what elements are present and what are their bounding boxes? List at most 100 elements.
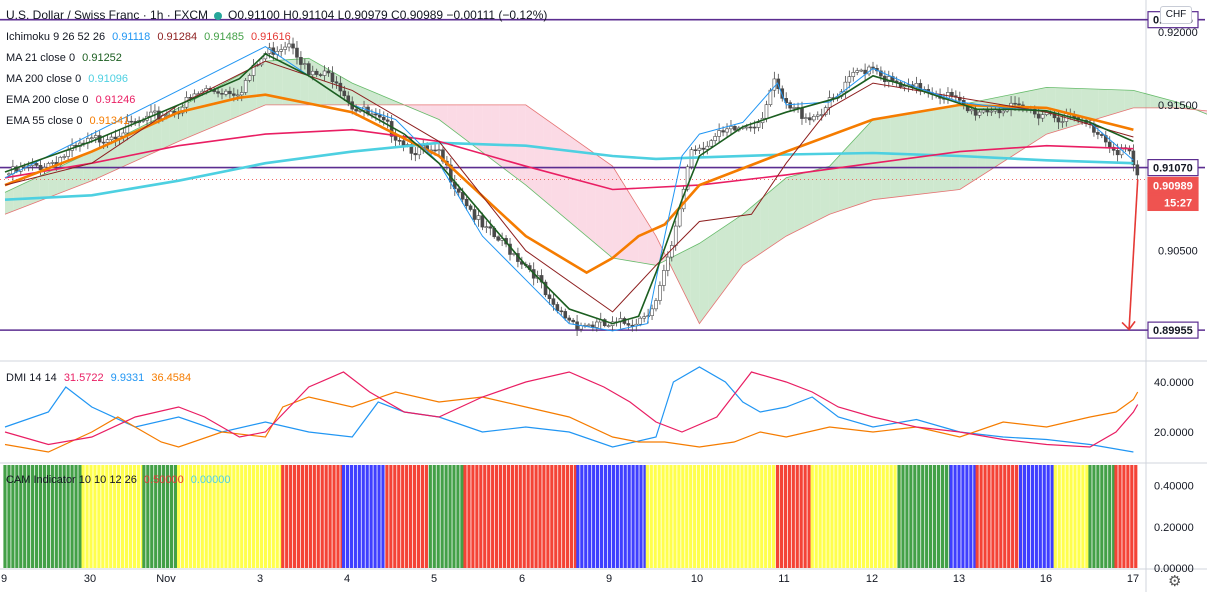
cam-bar [546,465,550,568]
candle-body [669,245,674,258]
candle-body [129,120,134,123]
candle-body [748,126,753,129]
legend-ma21[interactable]: MA 21 close 0 0.91252 [6,51,122,65]
cam-bar [54,465,58,568]
cam-tick-label: 0.20000 [1154,522,1194,534]
cam-bar [467,465,471,568]
candle-body [1131,150,1136,166]
candle-body [863,69,867,75]
candle-body [1100,134,1104,136]
cam-bar [188,465,193,568]
cam-bar [31,465,35,568]
cloud-segment [169,107,179,146]
cloud-segment [916,110,926,195]
candle-body [389,121,394,137]
candle-body [587,324,591,327]
currency-badge[interactable]: CHF [1160,6,1192,24]
candle-body [460,192,465,200]
candle-body [1036,113,1041,119]
candle-body [105,139,110,143]
legend-dmi[interactable]: DMI 14 14 31.5722 9.9331 36.4584 [6,371,191,385]
cam-bar [117,465,121,568]
candle-body [62,156,66,158]
cam-bar [787,465,791,568]
candle-body [788,102,792,109]
cam-bar [814,465,818,568]
cam-bar [341,465,346,568]
cam-bar [46,465,50,568]
candle-body [476,215,481,220]
time-tick-label: 3 [257,573,263,585]
legend-label: MA 21 close 0 [6,52,76,64]
cam-bar [173,465,178,568]
symbol-title[interactable]: U.S. Dollar / Swiss Franc · 1h · FXCM [6,8,209,22]
candle-body [551,298,556,305]
legend-ema55[interactable]: EMA 55 close 0 0.91341 [6,114,129,128]
cloud-segment [48,167,58,198]
cam-bar [70,465,74,568]
candle-body [650,308,654,317]
candle-body [1017,103,1021,106]
dmi-plus-value: 31.5722 [63,372,104,384]
legend-ma200[interactable]: MA 200 close 0 0.91096 [6,72,128,86]
ema55-line [4,93,1134,275]
cam-bar [897,465,901,568]
cam-bar [1015,465,1019,568]
cam-bar [324,465,328,568]
legend-label: EMA 200 close 0 [6,94,89,106]
cloud-segment [603,160,613,258]
candle-body [314,70,319,75]
senkou-span-b-line [4,104,1207,325]
cloud-segment [1150,95,1160,108]
candle-body [449,164,453,183]
cam-bar [830,465,834,568]
kijun-line [4,60,1134,313]
legend-ema200[interactable]: EMA 200 close 0 0.91246 [6,93,135,107]
legend-cam[interactable]: CAM Indicator 10 10 12 26 0.50000 0.0000… [6,473,231,487]
cam-bar [165,465,170,568]
cam-bar [300,465,305,568]
chart-header: U.S. Dollar / Swiss Franc · 1h · FXCM O0.… [6,8,547,22]
cloud-segment [864,119,873,203]
cam-bar [554,465,558,568]
cloud-segment [838,147,847,212]
cam-bar [1114,465,1118,568]
cloud-segment [282,59,292,105]
cam-bar [791,465,795,568]
candle-body [239,92,244,96]
cam-bar [901,465,905,568]
cam-bar [236,465,240,568]
cam-bar [562,465,566,568]
candle-body [1001,110,1006,114]
cam-bar [381,465,385,568]
cam-bar [136,465,140,568]
cam-bar [877,465,881,568]
candle-body [279,49,283,52]
cam-bar [397,465,401,568]
cam-bar [720,465,724,568]
cam-bar [292,465,297,568]
cam-bar [150,465,154,568]
cam-bar [740,465,744,568]
candle-body [34,163,39,166]
cam-bar [530,465,534,568]
cam-bar [408,465,413,568]
candle-body [216,91,220,94]
cam-bar [1092,465,1096,568]
cam-bar [940,465,945,568]
cam-bar [456,465,460,568]
cam-bar [1104,465,1108,568]
candle-body [685,166,690,190]
cloud-segment [690,243,700,324]
cam-value-1: 0.50000 [143,474,184,486]
settings-gear-icon[interactable]: ⚙ [1168,573,1182,590]
candle-body [638,317,643,325]
legend-ichimoku[interactable]: Ichimoku 9 26 52 26 0.91118 0.91284 0.91… [6,30,291,44]
candle-body [950,91,954,97]
cloud-segment [213,84,222,127]
cam-bar [932,465,937,568]
candle-body [812,116,816,121]
cam-bar [649,465,653,568]
cloud-segment [968,101,978,184]
